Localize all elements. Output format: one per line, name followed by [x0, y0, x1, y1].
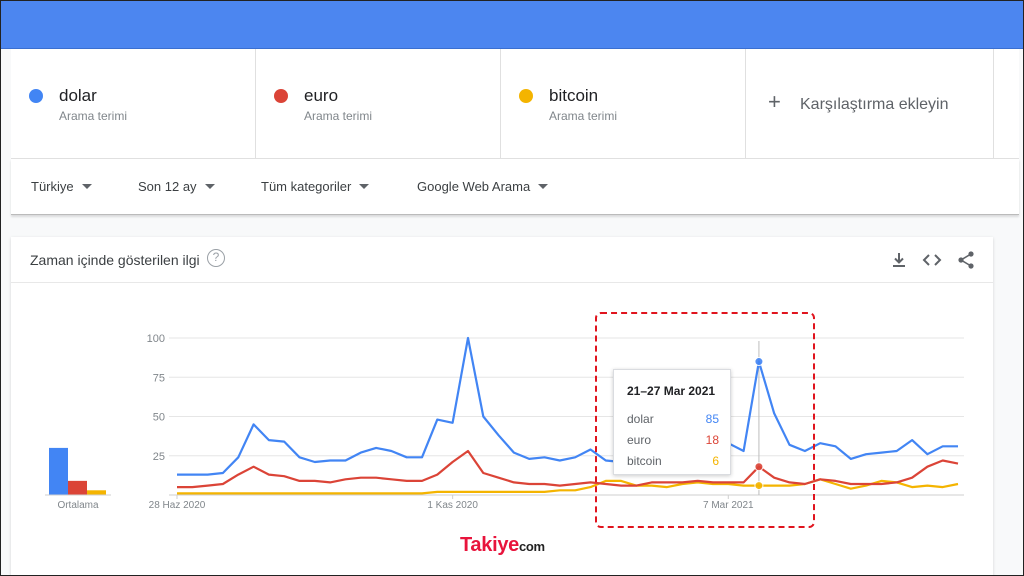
average-bar-bitcoin — [87, 490, 106, 495]
series-line-bitcoin — [177, 478, 959, 495]
tooltip-row-label: euro — [627, 433, 652, 447]
term-color-dot — [519, 89, 533, 103]
term-subtitle: Arama terimi — [549, 109, 618, 123]
caret-down-icon — [81, 184, 92, 189]
caret-down-icon — [204, 184, 215, 189]
watermark-suffix: com — [518, 539, 545, 554]
tooltip-row-bitcoin: bitcoin 6 — [627, 454, 719, 468]
x-tick-label: 28 Haz 2020 — [149, 500, 206, 511]
filter-bar: Türkiye Son 12 ay Tüm kategoriler Google… — [11, 159, 1019, 215]
highlight-point-dolar — [754, 357, 764, 367]
term-name: bitcoin — [549, 86, 599, 105]
chart-tooltip: 21–27 Mar 2021 dolar 85 euro 18 bitcoin … — [613, 369, 731, 475]
tooltip-row-value: 85 — [705, 412, 719, 426]
tooltip-row-label: bitcoin — [627, 454, 662, 468]
takiye-watermark-logo: Takiyecom — [460, 534, 545, 557]
series-line-euro — [177, 449, 959, 489]
tooltip-row-label: dolar — [627, 412, 654, 426]
average-bar-dolar — [49, 447, 68, 495]
search-type-value: Google Web Arama — [417, 179, 531, 194]
average-label: Ortalama — [57, 500, 99, 511]
term-name: dolar — [59, 86, 97, 105]
y-tick-label: 50 — [153, 412, 165, 424]
term-subtitle: Arama terimi — [304, 109, 373, 123]
tooltip-row-value: 18 — [705, 433, 719, 447]
tooltip-row-euro: euro 18 — [627, 433, 719, 447]
y-tick-label: 75 — [153, 372, 165, 384]
card-header: Zaman içinde gösterilen ilgi ? — [11, 237, 993, 283]
x-tick-label: 1 Kas 2020 — [427, 500, 478, 511]
country-value: Türkiye — [31, 179, 74, 194]
period-dropdown[interactable]: Son 12 ay — [138, 179, 215, 194]
share-icon[interactable] — [955, 249, 977, 271]
add-comparison-label: Karşılaştırma ekleyin — [800, 96, 949, 113]
category-value: Tüm kategoriler — [261, 179, 352, 194]
search-terms-bar: dolar Arama terimi euro Arama terimi bit… — [11, 49, 1019, 159]
term-color-dot — [29, 89, 43, 103]
term-card-bitcoin[interactable]: bitcoin Arama terimi — [501, 49, 746, 159]
term-name: euro — [304, 86, 339, 105]
highlight-point-bitcoin — [754, 481, 764, 491]
term-color-dot — [274, 89, 288, 103]
average-bar-euro — [68, 480, 87, 495]
tooltip-row-dolar: dolar 85 — [627, 412, 719, 426]
watermark-brand: Takiye — [460, 534, 519, 556]
card-title: Zaman içinde gösterilen ilgi — [30, 252, 200, 268]
tooltip-date: 21–27 Mar 2021 — [627, 384, 716, 398]
y-tick-label: 25 — [153, 451, 165, 463]
download-icon[interactable] — [888, 249, 910, 271]
series-line-dolar — [177, 336, 958, 476]
period-value: Son 12 ay — [138, 179, 197, 194]
tooltip-row-value: 6 — [712, 454, 719, 468]
term-subtitle: Arama terimi — [59, 109, 128, 123]
add-comparison-button[interactable]: + Karşılaştırma ekleyin — [746, 49, 994, 159]
category-dropdown[interactable]: Tüm kategoriler — [261, 179, 370, 194]
highlight-point-euro — [754, 462, 764, 472]
caret-down-icon — [538, 184, 549, 189]
caret-down-icon — [359, 184, 370, 189]
term-card-dolar[interactable]: dolar Arama terimi — [11, 49, 256, 159]
plus-icon: + — [768, 89, 781, 114]
country-dropdown[interactable]: Türkiye — [31, 179, 92, 194]
top-app-bar — [1, 1, 1023, 49]
term-card-euro[interactable]: euro Arama terimi — [256, 49, 501, 159]
x-tick-label: 7 Mar 2021 — [703, 500, 754, 511]
help-icon[interactable]: ? — [207, 249, 225, 267]
search-type-dropdown[interactable]: Google Web Arama — [417, 179, 549, 194]
embed-icon[interactable] — [921, 249, 943, 271]
y-tick-label: 100 — [147, 333, 165, 345]
interest-over-time-card: Zaman içinde gösterilen ilgi ? — [11, 237, 993, 575]
highlight-annotation-box — [595, 312, 815, 528]
